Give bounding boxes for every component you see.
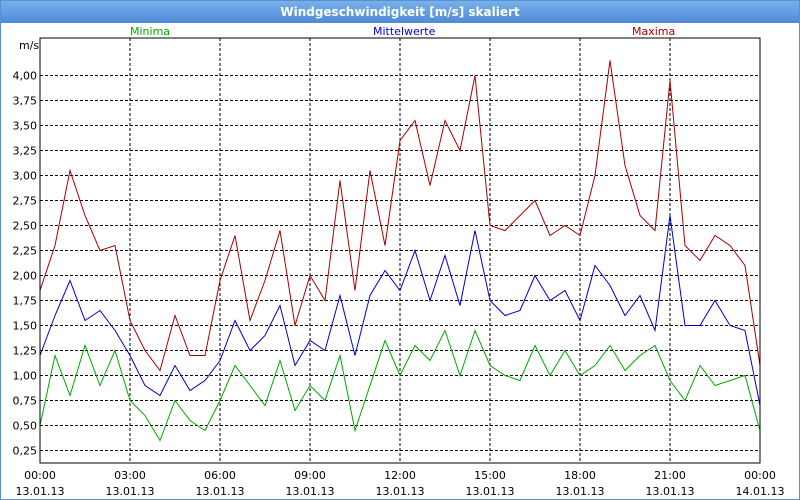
x-tick-time-label: 03:00 (114, 469, 146, 482)
x-tick-time-label: 21:00 (654, 469, 686, 482)
x-tick-date-label: 13.01.13 (16, 485, 65, 498)
x-tick-time-label: 00:00 (744, 469, 776, 482)
y-tick-label: 4,00 (13, 70, 38, 83)
x-tick-time-label: 12:00 (384, 469, 416, 482)
x-tick-date-label: 14.01.13 (736, 485, 785, 498)
y-tick-label: 3,00 (13, 170, 38, 183)
x-tick-date-label: 13.01.13 (196, 485, 245, 498)
y-tick-label: 0,50 (13, 420, 38, 433)
y-tick-label: 3,75 (13, 95, 38, 108)
legend-mittelwerte: Mittelwerte (373, 25, 436, 38)
series-line-minima (39, 329, 761, 442)
y-tick-label: 1,25 (13, 345, 38, 358)
axis-labels: 4,00 3,75 3,50 3,25 3,00 2,75 2,50 2,25 2,00 1,75… (13, 70, 785, 499)
y-tick-label: 2,50 (13, 220, 38, 233)
series-line-mittelwerte (39, 215, 761, 406)
y-axis-unit: m/s (19, 39, 39, 52)
chart-title: Windgeschwindigkeit [m/s] skaliert (1, 1, 799, 23)
x-tick-date-label: 13.01.13 (646, 485, 695, 498)
y-tick-label: 1,75 (13, 295, 38, 308)
y-tick-label: 0,75 (13, 395, 38, 408)
y-tick-label: 2,00 (13, 270, 38, 283)
x-tick-date-label: 13.01.13 (376, 485, 425, 498)
x-tick-date-label: 13.01.13 (556, 485, 605, 498)
x-tick-date-label: 13.01.13 (106, 485, 155, 498)
x-tick-date-label: 13.01.13 (286, 485, 335, 498)
x-tick-time-label: 06:00 (204, 469, 236, 482)
plot-area-frame (39, 37, 761, 464)
x-tick-time-label: 09:00 (294, 469, 326, 482)
y-tick-label: 0,25 (13, 445, 38, 458)
y-tick-label: 2,25 (13, 245, 38, 258)
y-tick-label: 3,25 (13, 145, 38, 158)
x-tick-date-label: 13.01.13 (466, 485, 515, 498)
legend-maxima: Maxima (632, 25, 675, 38)
x-tick-time-label: 00:00 (24, 469, 56, 482)
series-lines (39, 60, 761, 442)
grid (40, 38, 760, 463)
x-tick-time-label: 15:00 (474, 469, 506, 482)
y-tick-label: 3,50 (13, 120, 38, 133)
y-tick-label: 2,75 (13, 195, 38, 208)
y-tick-label: 1,00 (13, 370, 38, 383)
y-tick-label: 1,50 (13, 320, 38, 333)
x-tick-time-label: 18:00 (564, 469, 596, 482)
legend-minima: Minima (130, 25, 170, 38)
series-line-maxima (39, 60, 761, 372)
